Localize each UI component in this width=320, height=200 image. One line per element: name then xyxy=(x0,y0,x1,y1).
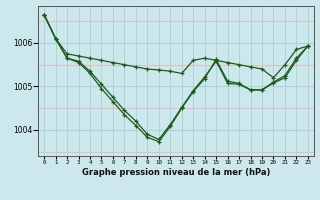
X-axis label: Graphe pression niveau de la mer (hPa): Graphe pression niveau de la mer (hPa) xyxy=(82,168,270,177)
